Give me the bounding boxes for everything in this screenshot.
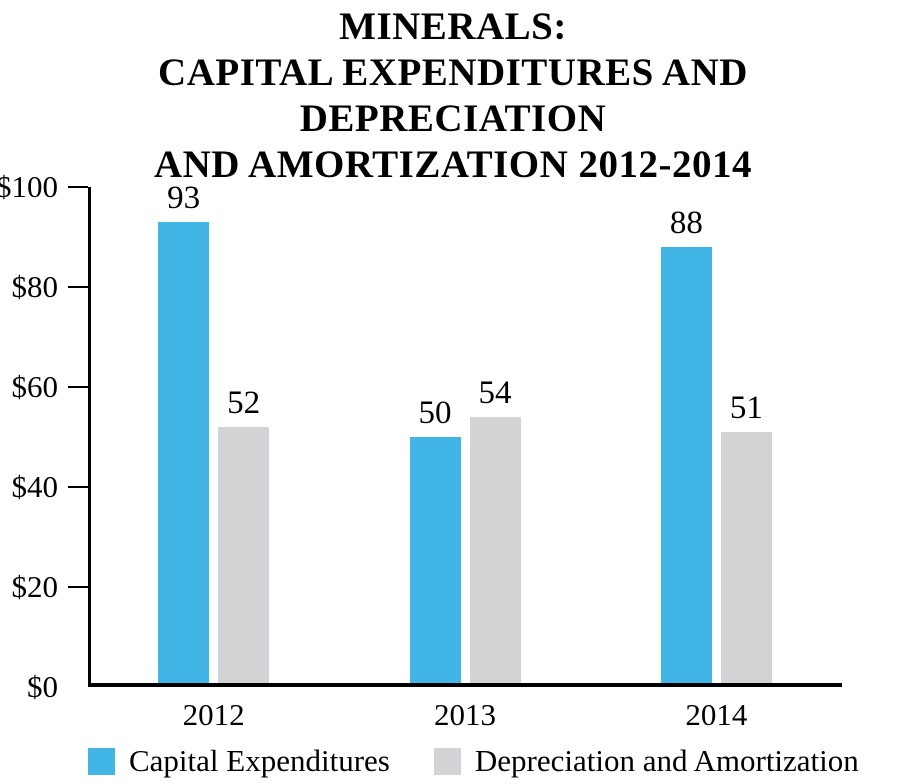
y-axis-tick bbox=[68, 486, 88, 488]
chart-title-line-3: AND AMORTIZATION 2012-2014 bbox=[153, 143, 753, 186]
y-axis-tick-label: $40 bbox=[11, 469, 59, 504]
y-axis-tick-label: $20 bbox=[11, 569, 59, 604]
x-axis-category-label: 2012 bbox=[182, 697, 245, 732]
y-axis-tick-label: $80 bbox=[11, 269, 59, 304]
x-axis-category-label: 2013 bbox=[434, 697, 496, 732]
x-axis-category-label: 2014 bbox=[685, 697, 748, 732]
bar-capital-expenditures-2013 bbox=[409, 437, 461, 687]
plot-area: $0 $20 $40 $60 $80 $100 93 52 2012 50 54 2013 88 51 20… bbox=[0, 171, 842, 731]
bar-depreciation-and-amortization-2012 bbox=[218, 427, 270, 687]
legend-item-depreciation-amortization: Depreciation and Amortization bbox=[433, 743, 859, 778]
legend: Capital Expenditures Depreciation and Am… bbox=[88, 745, 859, 777]
y-axis-tick bbox=[68, 186, 88, 188]
y-axis-tick-label: $0 bbox=[27, 669, 58, 704]
bar-depreciation-and-amortization-2014 bbox=[720, 432, 772, 687]
x-axis-baseline bbox=[88, 683, 842, 687]
bar-value-label: 50 bbox=[418, 395, 452, 431]
bar-capital-expenditures-2014 bbox=[660, 247, 712, 687]
depreciation-amortization-swatch bbox=[433, 747, 461, 775]
bar-value-label: 88 bbox=[669, 205, 703, 241]
bar-value-label: 51 bbox=[729, 390, 763, 426]
capital-expenditures-legend-label: Capital Expenditures bbox=[129, 743, 390, 778]
y-axis-line bbox=[88, 187, 91, 687]
legend-item-capital-expenditures: Capital Expenditures bbox=[88, 745, 390, 777]
depreciation-amortization-legend-label: Depreciation and Amortization bbox=[474, 743, 859, 778]
y-axis-tick bbox=[68, 286, 88, 288]
chart-title-line-1: MINERALS: bbox=[339, 5, 567, 48]
bar-depreciation-and-amortization-2013 bbox=[469, 417, 521, 687]
bar-value-label: 93 bbox=[167, 180, 201, 216]
y-axis-tick-label: $60 bbox=[11, 369, 59, 404]
y-axis-tick-label: $100 bbox=[0, 169, 58, 204]
capital-expenditures-swatch bbox=[88, 747, 115, 775]
bar-value-label: 54 bbox=[478, 375, 512, 411]
chart-title-line-2: CAPITAL EXPENDITURES AND DEPRECIATION bbox=[158, 51, 748, 140]
y-axis-tick bbox=[68, 386, 88, 388]
bar-capital-expenditures-2012 bbox=[158, 222, 210, 687]
bar-value-label: 52 bbox=[227, 385, 261, 421]
chart-title: MINERALS: CAPITAL EXPENDITURES AND DEPRE… bbox=[0, 4, 906, 188]
y-axis-tick bbox=[68, 586, 88, 588]
